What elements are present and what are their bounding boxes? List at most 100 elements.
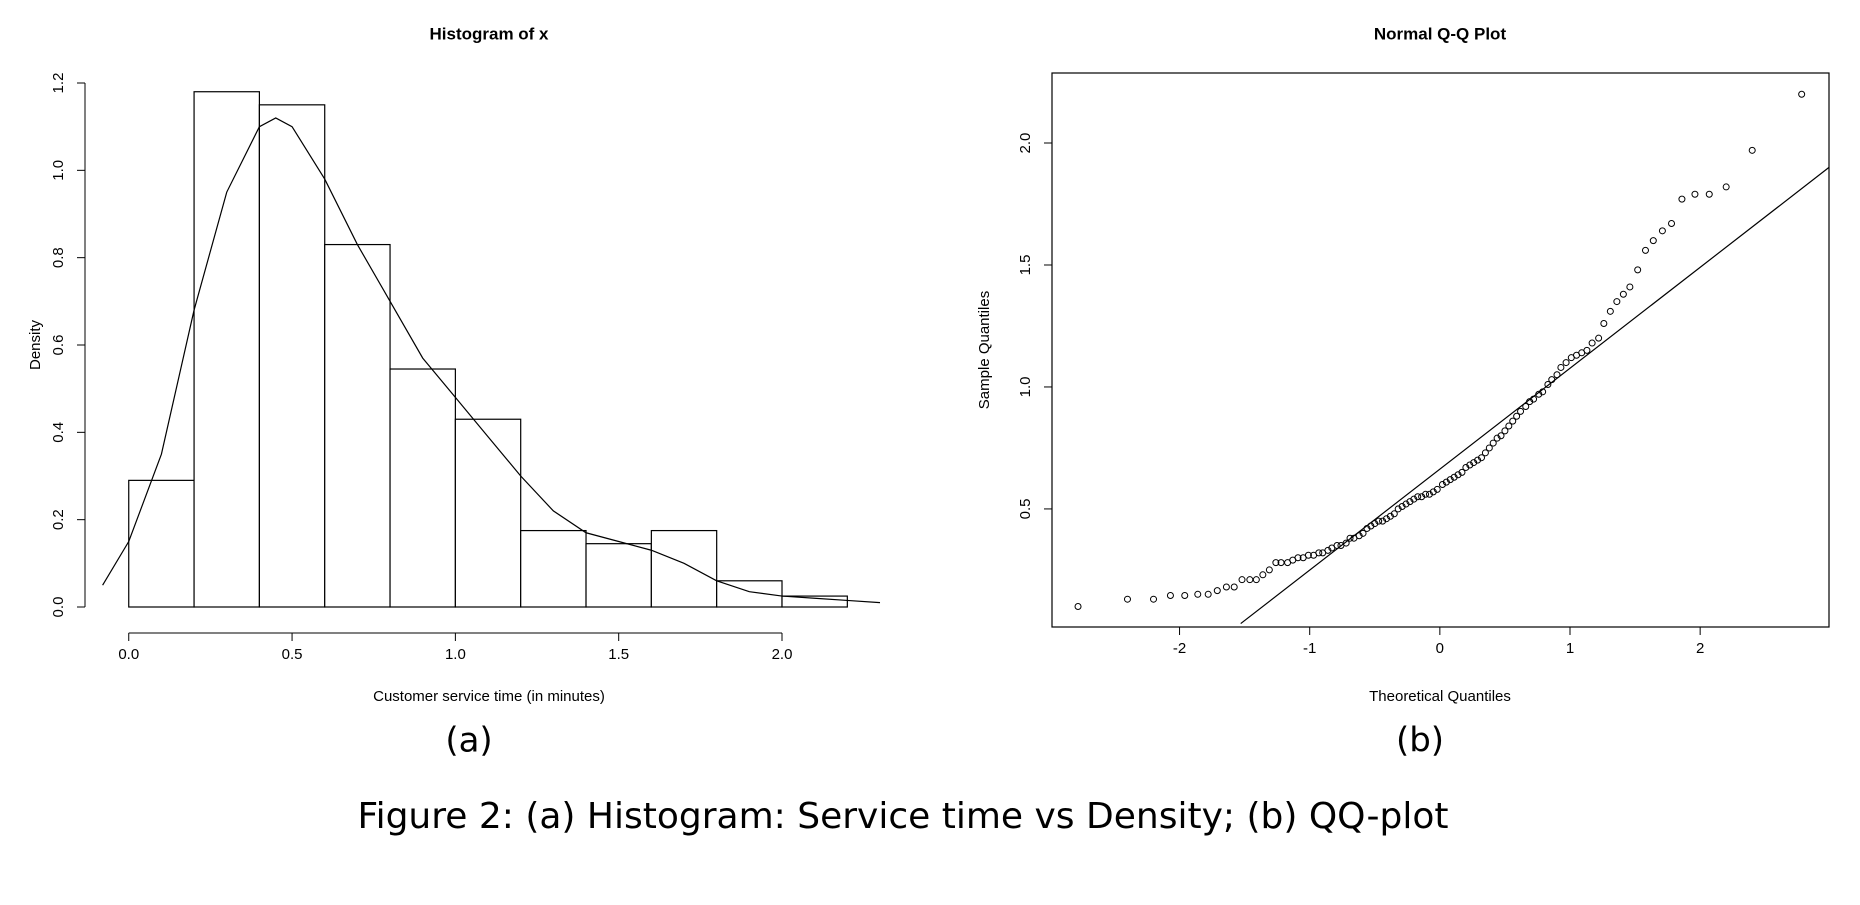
point [1548,376,1556,384]
point [1562,359,1570,367]
point [1522,402,1530,410]
x-tick-label: 2.0 [772,646,793,663]
plot-frame [1051,72,1830,628]
x-tick-label: -1 [1303,640,1316,657]
point [1315,549,1323,557]
panel-label: (a) [445,721,492,761]
point [1222,583,1230,591]
bar [193,91,260,608]
point [1213,587,1221,595]
point [1074,603,1082,611]
point [1539,388,1547,396]
y-tick-label: 2.0 [1017,133,1034,154]
point [1359,529,1367,537]
point [1722,183,1730,191]
point [1798,90,1806,98]
point [1668,220,1676,228]
y-tick-label: 1.5 [1017,255,1034,276]
point [1626,283,1634,291]
y-tick-label: 0.4 [50,422,67,443]
x-tick-label: -2 [1173,640,1186,657]
point [1509,417,1517,425]
y-tick-label: 0.6 [50,335,67,356]
point [1252,576,1260,584]
point [1390,510,1398,518]
point [1166,592,1174,600]
point [1375,517,1383,525]
y-tick-label: 1.0 [1017,377,1034,398]
chart-title: Normal Q-Q Plot [1374,24,1507,43]
point [1489,439,1497,447]
bar [650,529,718,608]
y-tick-label: 0.8 [50,247,67,268]
x-axis-label: Theoretical Quantiles [1369,688,1511,705]
point [1544,381,1552,389]
y-tick-label: 0.2 [50,509,67,530]
x-tick-label: 0.0 [118,646,139,663]
x-axis-label: Customer service time (in minutes) [373,688,605,705]
point [1333,542,1341,550]
density-curve [102,117,881,604]
bar [781,595,848,608]
point [1634,266,1642,274]
point [1658,227,1666,235]
y-tick-label: 1.2 [50,73,67,94]
point [1619,290,1627,298]
bar [258,104,326,608]
x-tick-label: 0.5 [282,646,303,663]
point [1505,422,1513,430]
point [1414,493,1422,501]
bar [520,529,587,608]
point [1553,371,1561,379]
point [1481,449,1489,457]
point [1485,444,1493,452]
point [1613,298,1621,306]
point [1342,539,1350,547]
qq-line [1240,166,1830,625]
y-axis-label: Density [27,319,44,370]
point [1583,346,1591,354]
point [1230,583,1238,591]
bar [324,243,391,608]
point [1530,395,1538,403]
point [1588,339,1596,347]
y-tick-label: 1.0 [50,160,67,181]
point [1346,534,1354,542]
point [1304,551,1312,559]
point [1649,237,1657,245]
point [1265,566,1273,574]
bar [716,580,783,608]
point [1123,595,1131,603]
point [1517,407,1525,415]
chart-title: Histogram of x [429,24,549,43]
point [1557,363,1565,371]
point [1501,427,1509,435]
x-tick-label: 0 [1436,640,1444,657]
point [1477,454,1485,462]
point [1194,590,1202,598]
y-axis-label: Sample Quantiles [976,291,993,409]
point [1277,559,1285,567]
point [1181,592,1189,600]
bar [585,543,652,608]
point [1606,307,1614,315]
point [1705,190,1713,198]
point [1497,432,1505,440]
y-tick-label: 0.5 [1017,499,1034,520]
x-tick-label: 2 [1696,640,1704,657]
point [1748,146,1756,154]
x-tick-label: 1.0 [445,646,466,663]
x-tick-label: 1.5 [608,646,629,663]
bar [128,479,195,608]
bar [454,418,522,608]
point [1691,190,1699,198]
bar [389,368,456,608]
point [1678,195,1686,203]
point [1422,490,1430,498]
y-tick-label: 0.0 [50,597,67,618]
point [1641,246,1649,254]
point [1513,412,1521,420]
point [1458,468,1466,476]
point [1150,595,1158,603]
